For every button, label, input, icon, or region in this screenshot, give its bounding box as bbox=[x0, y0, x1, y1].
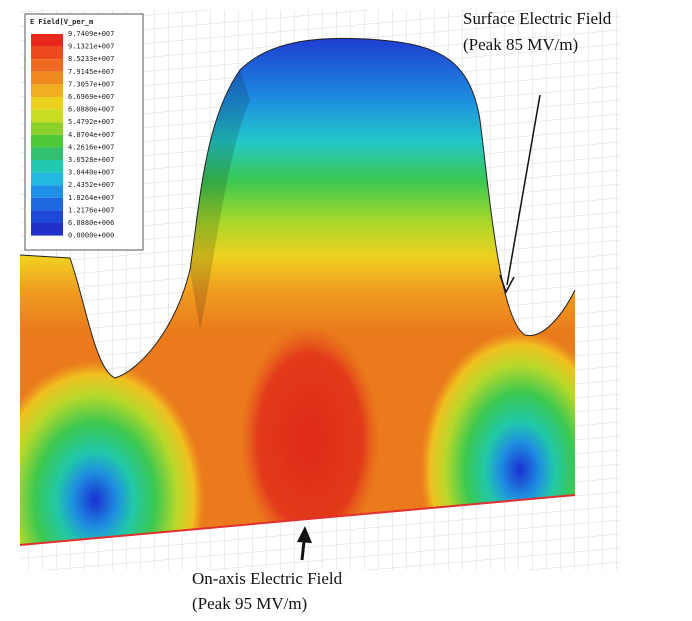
legend-label: 9.1321e+007 bbox=[68, 43, 114, 51]
legend-label: 8.5233e+007 bbox=[68, 55, 114, 63]
legend-swatch bbox=[31, 210, 63, 223]
legend-label: 0.0000e+000 bbox=[68, 232, 114, 240]
legend-swatch bbox=[31, 59, 63, 72]
legend-swatch bbox=[31, 72, 63, 85]
legend-label: 6.0880e+006 bbox=[68, 219, 114, 227]
legend-swatch bbox=[31, 173, 63, 186]
legend-label: 6.0880e+007 bbox=[68, 106, 114, 114]
legend-label: 6.6969e+007 bbox=[68, 93, 114, 101]
legend-label: 2.4352e+007 bbox=[68, 181, 114, 189]
annotation: (Peak 95 MV/m) bbox=[192, 594, 307, 613]
legend-swatch bbox=[31, 135, 63, 148]
figure: Surface Electric Field (Peak 85 MV/m) On… bbox=[0, 0, 692, 621]
legend-label: 7.9145e+007 bbox=[68, 68, 114, 76]
legend-swatch bbox=[31, 122, 63, 135]
legend-swatch bbox=[31, 110, 63, 123]
page: Surface Electric Field (Peak 85 MV/m) On… bbox=[0, 0, 692, 621]
legend-swatch bbox=[31, 185, 63, 198]
legend: E Field[V_per_m 9.7409e+007 9.1321e+007 8.… bbox=[25, 14, 143, 250]
legend-swatch bbox=[31, 84, 63, 97]
legend-title: E Field[V_per_m bbox=[30, 18, 93, 26]
legend-label: 4.8704e+007 bbox=[68, 131, 114, 139]
legend-label: 1.2176e+007 bbox=[68, 206, 114, 214]
legend-swatch bbox=[31, 34, 63, 47]
legend-label: 4.2616e+007 bbox=[68, 143, 114, 151]
legend-swatch bbox=[31, 160, 63, 173]
legend-label: 3.6528e+007 bbox=[68, 156, 114, 164]
legend-label: 5.4792e+007 bbox=[68, 118, 114, 126]
legend-label: 3.0440e+007 bbox=[68, 169, 114, 177]
legend-swatch bbox=[31, 97, 63, 110]
legend-label: 9.7409e+007 bbox=[68, 30, 114, 38]
legend-swatch bbox=[31, 47, 63, 60]
legend-label: 7.3057e+007 bbox=[68, 80, 114, 88]
legend-swatch bbox=[31, 147, 63, 160]
legend-label: 1.8264e+007 bbox=[68, 194, 114, 202]
annotation: On-axis Electric Field bbox=[192, 569, 343, 588]
legend-swatch bbox=[31, 223, 63, 236]
legend-swatch bbox=[31, 198, 63, 211]
annotation: Surface Electric Field bbox=[463, 9, 612, 28]
annotation: (Peak 85 MV/m) bbox=[463, 35, 578, 54]
